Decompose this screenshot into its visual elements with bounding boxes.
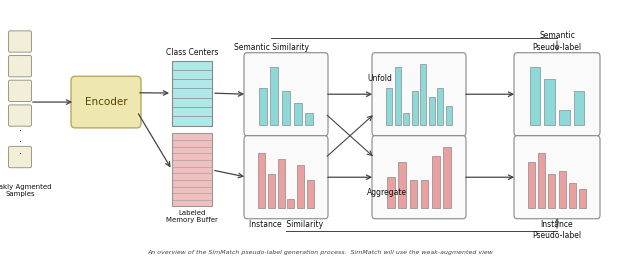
Text: Aggregate: Aggregate (367, 188, 407, 197)
FancyBboxPatch shape (8, 146, 31, 168)
Bar (545, 79, 555, 125)
Bar (282, 91, 290, 125)
FancyBboxPatch shape (372, 136, 466, 219)
Bar (420, 64, 426, 125)
Bar (398, 162, 406, 208)
Bar (410, 180, 417, 208)
Text: Labeled
Memory Buffer: Labeled Memory Buffer (166, 210, 218, 223)
Bar (579, 189, 586, 208)
FancyBboxPatch shape (244, 136, 328, 219)
Bar (297, 165, 304, 208)
Bar (268, 174, 275, 208)
Text: ·
·
·: · · · (19, 126, 22, 159)
FancyBboxPatch shape (514, 53, 600, 136)
FancyBboxPatch shape (8, 31, 31, 52)
Bar (305, 112, 314, 125)
Bar (307, 180, 314, 208)
Bar (529, 67, 540, 125)
Bar (412, 91, 418, 125)
FancyBboxPatch shape (372, 53, 466, 136)
Bar (287, 199, 294, 208)
Bar (387, 88, 392, 125)
Bar (574, 91, 584, 125)
Bar (270, 67, 278, 125)
Bar (529, 162, 536, 208)
Text: Unfold: Unfold (367, 75, 392, 84)
Bar (258, 153, 265, 208)
Bar (548, 174, 556, 208)
Bar (538, 153, 545, 208)
Bar (395, 67, 401, 125)
Bar (172, 61, 212, 126)
Bar (387, 177, 395, 208)
FancyBboxPatch shape (71, 76, 141, 128)
Text: Class Centers: Class Centers (166, 48, 218, 57)
Bar (172, 133, 212, 206)
Text: Semantic Similarity: Semantic Similarity (234, 43, 308, 52)
FancyBboxPatch shape (8, 105, 31, 126)
Bar (420, 180, 429, 208)
Bar (437, 88, 443, 125)
Bar (403, 112, 409, 125)
Bar (429, 97, 435, 125)
Bar (559, 110, 570, 125)
Text: Instance
Pseudo-label: Instance Pseudo-label (532, 220, 582, 240)
Text: Semantic
Pseudo-label: Semantic Pseudo-label (532, 31, 582, 52)
FancyBboxPatch shape (244, 53, 328, 136)
Text: An overview of the SimMatch pseudo-label generation process.  SimMatch will use : An overview of the SimMatch pseudo-label… (147, 250, 493, 255)
Text: Instance  Similarity: Instance Similarity (249, 220, 323, 229)
Bar (278, 159, 285, 208)
Bar (259, 88, 267, 125)
Text: Encoder: Encoder (84, 97, 127, 107)
Bar (443, 147, 451, 208)
Bar (559, 171, 566, 208)
Bar (445, 107, 452, 125)
FancyBboxPatch shape (8, 80, 31, 101)
Bar (294, 103, 301, 125)
Bar (432, 156, 440, 208)
FancyBboxPatch shape (514, 136, 600, 219)
Text: Weakly Agmented
Samples: Weakly Agmented Samples (0, 184, 52, 197)
FancyBboxPatch shape (8, 55, 31, 77)
Bar (568, 183, 575, 208)
